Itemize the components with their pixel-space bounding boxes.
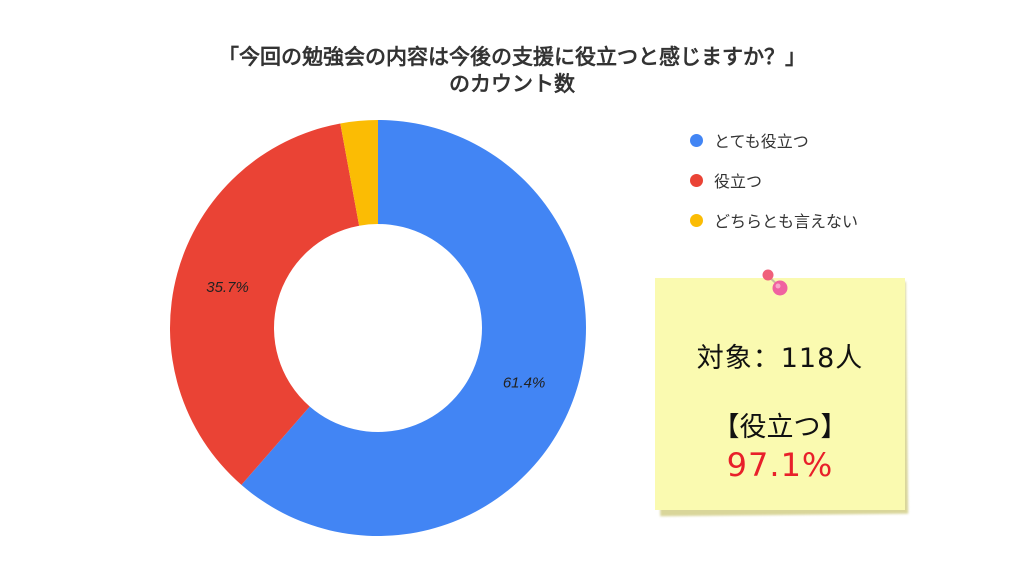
slice-label-1: 61.4%	[503, 375, 546, 392]
chart-title: 「今回の勉強会の内容は今後の支援に役立つと感じますか？」 のカウント数	[0, 44, 1024, 98]
legend-swatch	[690, 173, 703, 187]
chart-legend: とても役立つ 役立つどちらとも言えない	[690, 120, 858, 240]
donut-chart: 61.4% 35.7%	[169, 120, 586, 536]
note-label: 【役立つ】	[712, 412, 848, 443]
sticky-note: 対象：118人 【役立つ】 97.1%	[655, 278, 905, 510]
legend-item: 役立つ	[690, 160, 858, 200]
chart-title-line1: 「今回の勉強会の内容は今後の支援に役立つと感じますか？」	[218, 45, 806, 69]
chart-title-line2: のカウント数	[449, 72, 575, 96]
push-pin-icon	[762, 269, 788, 296]
note-target-count: 対象：118人	[696, 343, 864, 374]
donut-slice-2	[169, 123, 360, 485]
note-percentage: 97.1%	[726, 446, 834, 484]
donut-slice-1	[241, 120, 586, 536]
legend-swatch	[690, 133, 703, 147]
legend-label: どちらとも言えない	[714, 212, 859, 231]
donut-slice-3	[340, 120, 378, 226]
slice-label-2: 35.7%	[206, 279, 249, 296]
legend-label: 役立つ	[714, 172, 763, 191]
donut-slice-labels: 61.4% 35.7%	[206, 279, 545, 392]
legend-label: とても役立つ	[714, 132, 809, 151]
donut-slices	[169, 120, 586, 536]
legend-item: とても役立つ	[690, 120, 858, 160]
legend-item: どちらとも言えない	[690, 200, 858, 240]
legend-swatch	[690, 213, 703, 227]
